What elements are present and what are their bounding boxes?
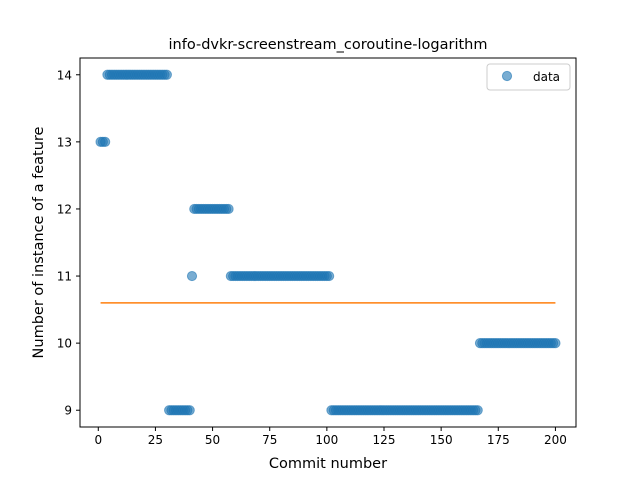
data-point [161, 69, 172, 80]
x-tick-label: 150 [430, 433, 453, 447]
data-point [184, 405, 195, 416]
x-axis-ticks: 0 25 50 75 100 125 150 175 200 [94, 427, 567, 447]
x-tick-label: 100 [315, 433, 338, 447]
x-axis-label: Commit number [269, 456, 387, 472]
data-point [472, 405, 483, 416]
legend-label: data [533, 70, 560, 84]
y-tick-label: 14 [57, 68, 72, 82]
data-point [100, 136, 111, 147]
data-point [223, 203, 234, 215]
y-tick-label: 11 [57, 270, 72, 284]
y-axis-ticks: 9 10 11 12 13 14 [57, 68, 80, 418]
x-tick-label: 125 [373, 433, 396, 447]
y-tick-label: 9 [64, 404, 72, 418]
plot-area [95, 69, 561, 416]
x-tick-label: 200 [544, 433, 567, 447]
y-tick-label: 13 [57, 135, 72, 149]
legend-marker [501, 70, 513, 82]
y-tick-label: 12 [57, 202, 72, 216]
axes-frame [79, 57, 577, 428]
x-tick-label: 25 [148, 433, 163, 447]
x-tick-label: 175 [487, 433, 510, 447]
legend: data [486, 63, 571, 91]
x-tick-label: 50 [205, 433, 220, 447]
data-point [324, 270, 335, 282]
x-tick-label: 75 [262, 433, 277, 447]
legend-box [486, 63, 571, 91]
data-point [186, 270, 198, 282]
x-tick-label: 0 [94, 433, 102, 447]
y-tick-label: 10 [57, 337, 72, 351]
data-point [550, 338, 561, 349]
y-axis-label: Number of instance of a feature [31, 126, 47, 358]
chart-title: info-dvkr-screenstream_coroutine-logarit… [169, 37, 488, 53]
